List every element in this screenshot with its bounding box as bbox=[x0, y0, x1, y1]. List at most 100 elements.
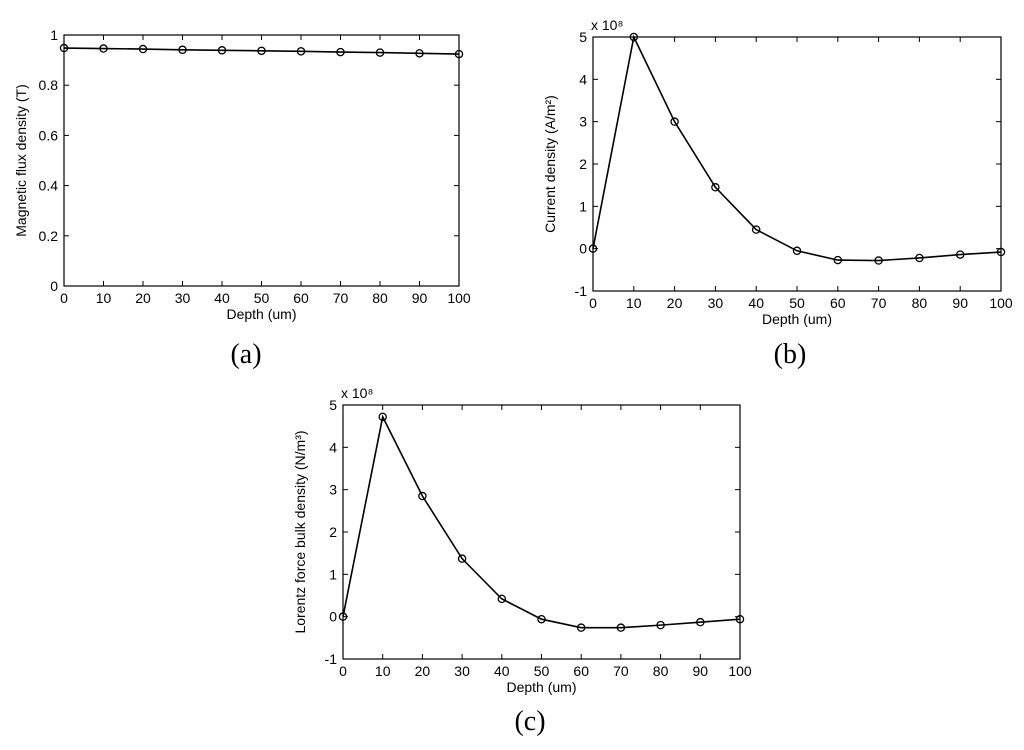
data-point bbox=[696, 617, 705, 627]
x-tick-label: 90 bbox=[952, 295, 968, 311]
x-axis-label: Depth (um) bbox=[762, 311, 832, 327]
y-tick-label: 3 bbox=[579, 114, 587, 130]
series-line bbox=[592, 34, 1002, 262]
x-tick-label: 20 bbox=[415, 663, 431, 679]
x-tick-label: 100 bbox=[989, 295, 1013, 311]
y-tick-label: 0.4 bbox=[39, 178, 59, 194]
x-tick-label: 90 bbox=[412, 290, 428, 306]
y-tick-label: 0.2 bbox=[39, 228, 59, 244]
data-point bbox=[257, 46, 266, 56]
x-tick-label: 60 bbox=[293, 290, 309, 306]
x-tick-label: 70 bbox=[613, 663, 629, 679]
data-point bbox=[915, 253, 924, 263]
data-point bbox=[378, 412, 387, 422]
x-tick-label: 0 bbox=[339, 663, 347, 679]
x-tick-label: 20 bbox=[135, 290, 151, 306]
data-point bbox=[296, 47, 306, 56]
y-tick-label: 1 bbox=[329, 566, 337, 582]
data-point bbox=[99, 44, 108, 53]
y-tick-label: 0 bbox=[579, 241, 587, 257]
plot-frame bbox=[342, 404, 741, 660]
x-tick-label: 30 bbox=[708, 295, 724, 311]
x-tick-label: 50 bbox=[789, 295, 805, 311]
x-tick-label: 70 bbox=[333, 290, 349, 306]
data-point bbox=[497, 594, 507, 604]
y-tick-label: 2 bbox=[579, 156, 587, 172]
chart-a: 0 10 20 30 40 50 60 70 80 90 100 0 0.2 0.4 0.6 0.8 1 Dept… bbox=[13, 27, 471, 370]
x-tick-label: 40 bbox=[494, 663, 510, 679]
y-tick-label: 5 bbox=[579, 29, 587, 45]
data-point bbox=[656, 620, 665, 630]
x-tick-label: 10 bbox=[626, 295, 642, 311]
series-line bbox=[342, 414, 741, 629]
data-point bbox=[955, 250, 965, 259]
x-tick-label: 30 bbox=[454, 663, 470, 679]
data-point bbox=[178, 45, 187, 55]
data-point bbox=[576, 623, 586, 632]
y-tick-label: 0.6 bbox=[39, 127, 59, 143]
plot-frame bbox=[63, 34, 460, 287]
panel-caption: (a) bbox=[230, 339, 261, 370]
x-tick-label: 0 bbox=[589, 295, 597, 311]
x-tick-label: 40 bbox=[748, 295, 764, 311]
x-tick-label: 80 bbox=[912, 295, 928, 311]
x-tick-label: 60 bbox=[573, 663, 589, 679]
x-tick-label: 80 bbox=[372, 290, 388, 306]
x-axis-label: Depth (um) bbox=[226, 306, 296, 322]
data-point bbox=[588, 244, 598, 253]
data-point bbox=[537, 614, 546, 624]
data-point bbox=[711, 183, 720, 192]
data-point bbox=[751, 225, 761, 234]
y-tick-label: 3 bbox=[329, 482, 337, 498]
data-point bbox=[874, 256, 883, 265]
y-tick-label: -1 bbox=[325, 651, 338, 667]
data-point bbox=[670, 117, 679, 126]
data-point bbox=[415, 49, 424, 58]
data-point bbox=[454, 49, 464, 59]
data-point bbox=[457, 554, 467, 563]
data-point bbox=[792, 246, 802, 256]
x-tick-label: 90 bbox=[693, 663, 709, 679]
x-tick-label: 10 bbox=[375, 663, 391, 679]
exponent-label: x 10⁸ bbox=[341, 385, 373, 401]
data-point bbox=[833, 255, 843, 265]
x-tick-label: 40 bbox=[214, 290, 230, 306]
series-line bbox=[63, 47, 460, 55]
y-tick-label: 4 bbox=[329, 439, 337, 455]
y-tick-label: 0 bbox=[50, 278, 58, 294]
data-point bbox=[217, 46, 227, 55]
x-tick-label: 80 bbox=[653, 663, 669, 679]
x-tick-label: 30 bbox=[175, 290, 191, 306]
panel-caption: (c) bbox=[514, 706, 545, 737]
y-tick-label: 5 bbox=[329, 397, 337, 413]
data-point bbox=[418, 491, 427, 501]
x-tick-label: 100 bbox=[447, 290, 471, 306]
data-point bbox=[616, 623, 626, 632]
x-tick-label: 50 bbox=[254, 290, 270, 306]
data-point bbox=[336, 47, 345, 57]
x-tick-label: 60 bbox=[830, 295, 846, 311]
data-point bbox=[59, 43, 69, 53]
plot-frame bbox=[592, 36, 1002, 292]
y-tick-label: 1 bbox=[579, 198, 587, 214]
x-tick-label: 20 bbox=[667, 295, 683, 311]
y-axis-label: Magnetic flux density (T) bbox=[13, 84, 29, 237]
y-tick-label: 2 bbox=[329, 524, 337, 540]
y-tick-label: 0 bbox=[329, 609, 337, 625]
data-point bbox=[629, 32, 639, 42]
x-tick-label: 10 bbox=[96, 290, 112, 306]
data-point bbox=[735, 614, 745, 624]
y-tick-label: -1 bbox=[575, 283, 588, 299]
x-tick-label: 0 bbox=[60, 290, 68, 306]
data-point bbox=[338, 612, 348, 621]
exponent-label: x 10⁸ bbox=[591, 17, 623, 33]
x-tick-label: 70 bbox=[871, 295, 887, 311]
panel-caption: (b) bbox=[774, 339, 807, 370]
y-axis-label: Current density (A/m²) bbox=[542, 95, 558, 233]
y-axis-label: Lorentz force bulk density (N/m³) bbox=[292, 430, 308, 633]
x-tick-label: 100 bbox=[728, 663, 752, 679]
data-point bbox=[138, 44, 148, 54]
